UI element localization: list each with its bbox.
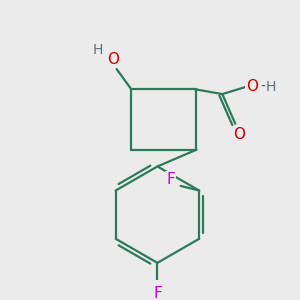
Text: O: O [246, 79, 258, 94]
Text: F: F [166, 172, 175, 187]
Text: -: - [260, 78, 266, 93]
Text: O: O [107, 52, 119, 67]
Text: H: H [93, 43, 103, 57]
Text: O: O [233, 128, 245, 142]
Text: H: H [266, 80, 276, 94]
Text: F: F [153, 286, 162, 300]
